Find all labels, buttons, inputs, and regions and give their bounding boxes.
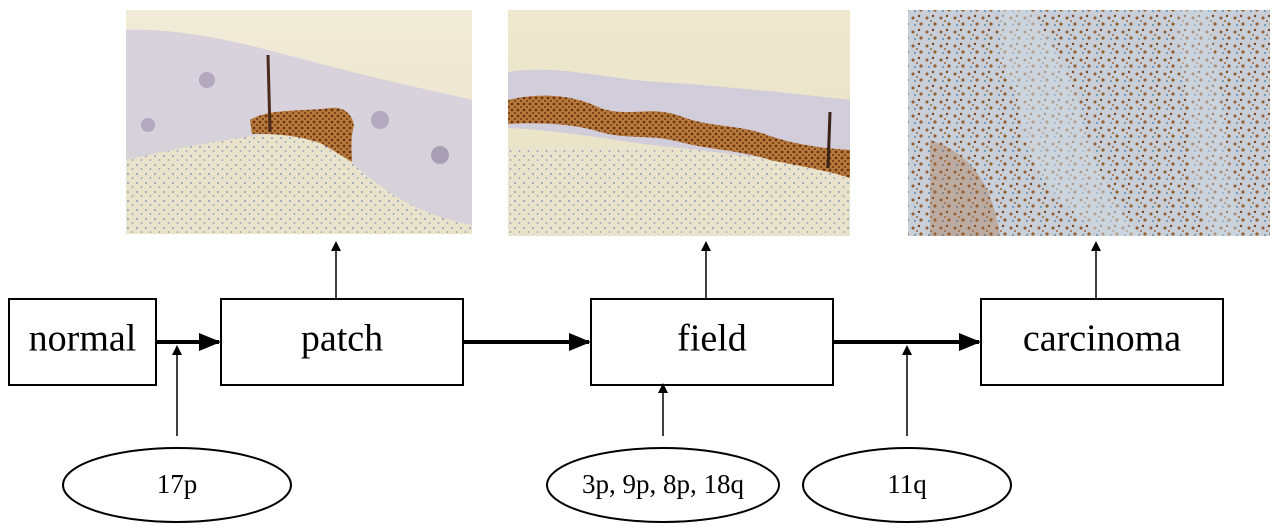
genetic-event-label: 3p, 9p, 8p, 18q [582, 469, 745, 499]
field-micrograph [508, 10, 850, 236]
stage-label: normal [29, 318, 137, 360]
genetic-event-3p-9p-8p-18q: 3p, 9p, 8p, 18q [546, 383, 780, 523]
stage-box-carcinoma: carcinoma [980, 298, 1224, 386]
genetic-event-label: 11q [887, 469, 927, 499]
stage-label: field [677, 318, 747, 360]
stage-label: carcinoma [1023, 318, 1181, 360]
stage-box-field: field [590, 298, 834, 386]
stage-box-normal: normal [8, 298, 157, 386]
genetic-event-17p: 17p [62, 345, 292, 523]
carcinoma-micrograph [908, 10, 1270, 236]
genetic-event-label: 17p [157, 469, 198, 499]
genetic-event-11q: 11q [802, 345, 1012, 523]
stage-label: patch [301, 318, 383, 360]
stage-box-patch: patch [220, 298, 464, 386]
patch-micrograph [126, 10, 472, 234]
